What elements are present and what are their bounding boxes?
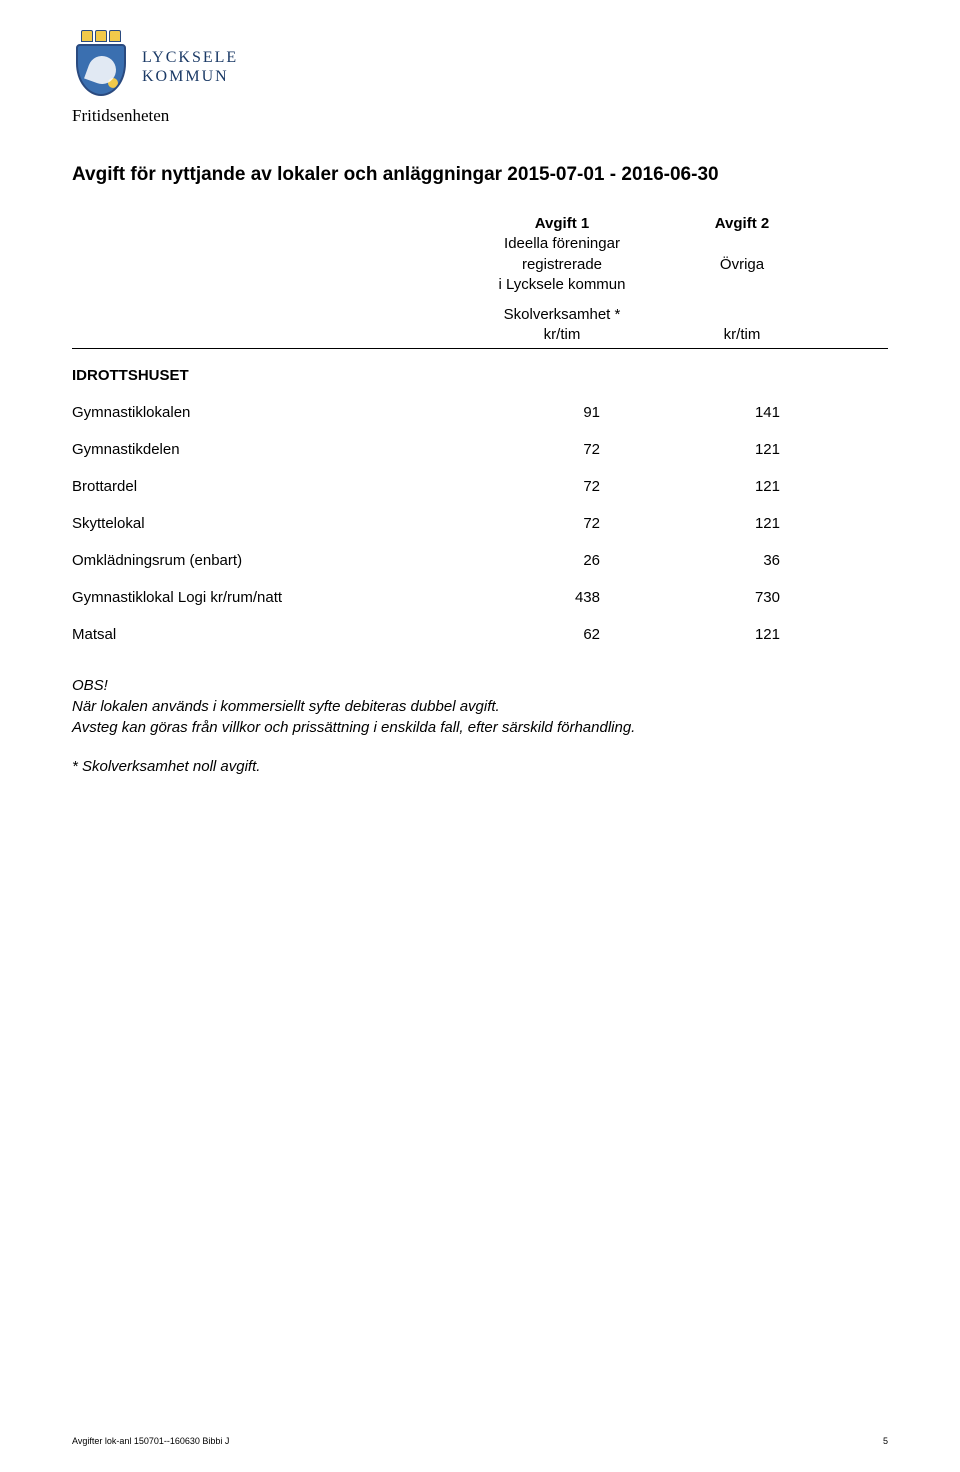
col-mid-sub3: i Lycksele kommun <box>472 275 652 295</box>
table-row: Matsal62121 <box>72 626 888 643</box>
shield-icon <box>76 44 126 96</box>
page-footer: Avgifter lok-anl 150701--160630 Bibbi J … <box>72 1436 888 1446</box>
column-header-block-2: Skolverksamhet * kr/tim kr/tim <box>72 305 888 346</box>
row-value-2: 36 <box>652 552 832 569</box>
crown-icon <box>81 30 93 42</box>
section-heading: IDROTTSHUSET <box>72 367 888 384</box>
col-mid-title: Avgift 1 <box>472 214 652 234</box>
footer-left: Avgifter lok-anl 150701--160630 Bibbi J <box>72 1436 229 1446</box>
row-label: Gymnastiklokal Logi kr/rum/natt <box>72 589 472 606</box>
col-right-sub1: Övriga <box>652 255 832 275</box>
row-value-2: 121 <box>652 626 832 643</box>
col-right-b2-l1: kr/tim <box>652 325 832 345</box>
row-label: Omklädningsrum (enbart) <box>72 552 472 569</box>
crest-crowns <box>72 30 130 42</box>
table-row: Gymnastiklokalen91141 <box>72 404 888 421</box>
column-header-spacer <box>72 214 472 295</box>
notes-block: OBS! När lokalen används i kommersiellt … <box>72 675 888 777</box>
column-header-right: Avgift 2 Övriga <box>652 214 832 295</box>
row-value-2: 730 <box>652 589 832 606</box>
document-page: LYCKSELE KOMMUN Fritidsenheten Avgift fö… <box>0 0 960 1472</box>
row-value-2: 121 <box>652 441 832 458</box>
row-value-1: 72 <box>472 478 652 495</box>
column-header-right-2: kr/tim <box>652 305 832 346</box>
crown-icon <box>95 30 107 42</box>
col-mid-b2-l2: kr/tim <box>472 325 652 345</box>
table-row: Brottardel72121 <box>72 478 888 495</box>
header-logo-block: LYCKSELE KOMMUN <box>72 30 888 100</box>
col-mid-sub2: registrerade <box>472 255 652 275</box>
row-label: Matsal <box>72 626 472 643</box>
col-right-b2-blank <box>652 305 832 325</box>
row-value-1: 438 <box>472 589 652 606</box>
notes-obs: OBS! <box>72 677 108 694</box>
row-value-1: 62 <box>472 626 652 643</box>
row-value-2: 121 <box>652 515 832 532</box>
row-label: Brottardel <box>72 478 472 495</box>
row-value-2: 121 <box>652 478 832 495</box>
department-label: Fritidsenheten <box>72 106 888 126</box>
table-row: Gymnastikdelen72121 <box>72 441 888 458</box>
row-label: Gymnastiklokalen <box>72 404 472 421</box>
col-right-title: Avgift 2 <box>652 214 832 234</box>
row-value-2: 141 <box>652 404 832 421</box>
table-row: Skyttelokal72121 <box>72 515 888 532</box>
municipality-name: LYCKSELE KOMMUN <box>142 48 238 86</box>
row-value-1: 72 <box>472 441 652 458</box>
column-header-mid: Avgift 1 Ideella föreningar registrerade… <box>472 214 652 295</box>
page-title: Avgift för nyttjande av lokaler och anlä… <box>72 164 888 186</box>
col-right-blank <box>652 234 832 254</box>
column-header-spacer-2 <box>72 305 472 346</box>
notes-line2: Avsteg kan göras från villkor och prissä… <box>72 719 635 736</box>
col-mid-sub1: Ideella föreningar <box>472 234 652 254</box>
header-rule <box>72 348 888 349</box>
column-header-mid-2: Skolverksamhet * kr/tim <box>472 305 652 346</box>
municipality-crest <box>72 30 130 100</box>
col-mid-b2-l1: Skolverksamhet * <box>472 305 652 325</box>
municipality-line2: KOMMUN <box>142 67 238 86</box>
footer-page-number: 5 <box>883 1436 888 1446</box>
row-value-1: 26 <box>472 552 652 569</box>
table-row: Omklädningsrum (enbart)2636 <box>72 552 888 569</box>
row-value-1: 91 <box>472 404 652 421</box>
data-rows: Gymnastiklokalen91141Gymnastikdelen72121… <box>72 404 888 643</box>
row-label: Skyttelokal <box>72 515 472 532</box>
notes-line1: När lokalen används i kommersiellt syfte… <box>72 698 500 715</box>
crown-icon <box>109 30 121 42</box>
table-row: Gymnastiklokal Logi kr/rum/natt438730 <box>72 589 888 606</box>
column-header-block-1: Avgift 1 Ideella föreningar registrerade… <box>72 214 888 295</box>
row-label: Gymnastikdelen <box>72 441 472 458</box>
notes-footnote: * Skolverksamhet noll avgift. <box>72 756 888 777</box>
row-value-1: 72 <box>472 515 652 532</box>
municipality-line1: LYCKSELE <box>142 48 238 67</box>
